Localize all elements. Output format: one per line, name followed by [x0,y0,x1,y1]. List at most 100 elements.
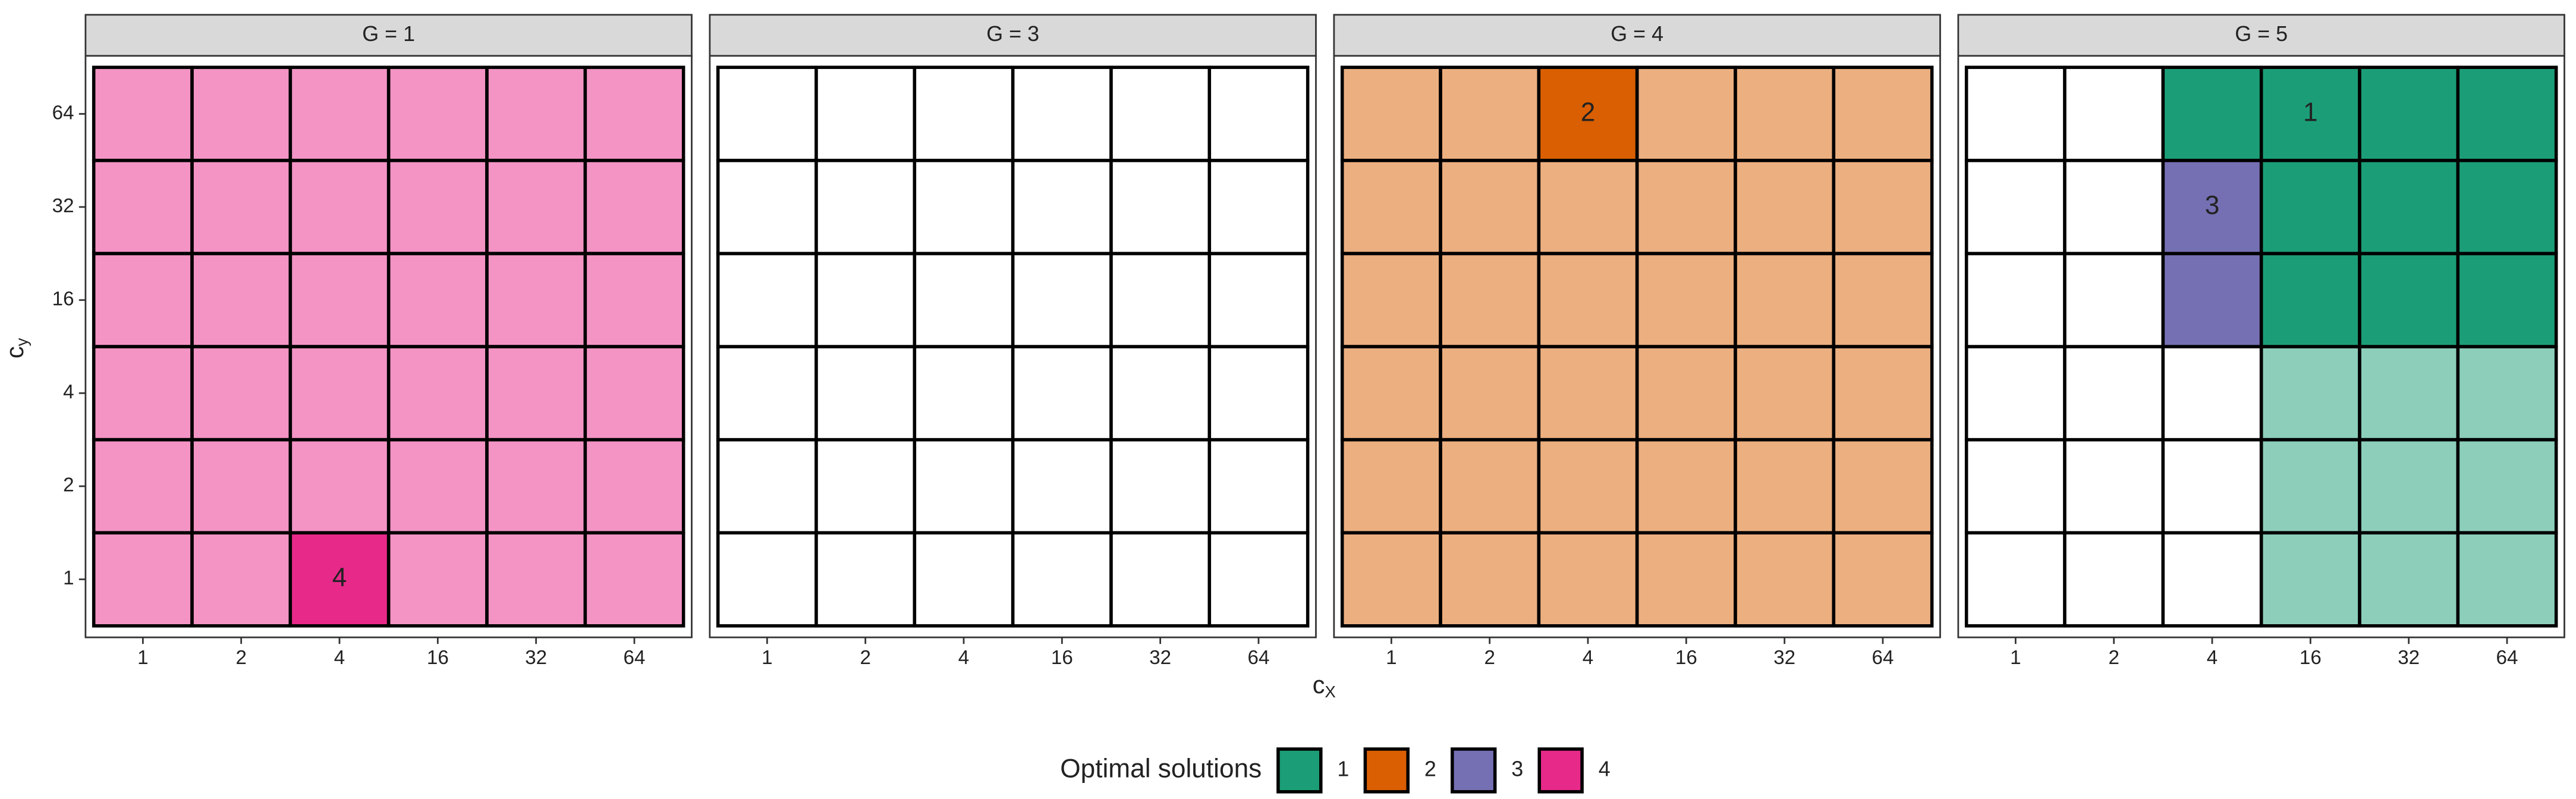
tile [386,531,489,628]
tile [814,65,917,162]
legend-label: 3 [1511,756,1523,781]
tile [1439,438,1541,534]
tile [1109,438,1212,534]
tile [1832,159,1934,256]
tile [814,345,917,442]
tile [814,159,917,256]
tile [2259,345,2361,442]
strip-title: G = 4 [1611,21,1663,46]
tile-label: 2 [1581,97,1596,127]
tile [1734,438,1836,534]
tile [1011,159,1113,256]
tile [1439,251,1541,348]
x-tick-label: 2 [860,647,870,669]
tile [2161,531,2263,628]
tile [485,159,587,256]
tile [716,251,818,348]
tile [1340,531,1442,628]
tile [1964,251,2067,348]
tile [2161,251,2263,348]
y-label-base: c [1,346,29,358]
tile [716,345,818,442]
y-tick-label: 1 [63,567,74,589]
tile [2259,531,2361,628]
x-label-sub: X [1325,682,1335,701]
tile [386,159,489,256]
tile [288,65,391,162]
tile [583,159,685,256]
tile [1011,251,1113,348]
strip-title: G = 3 [986,21,1039,46]
y-tick-label: 64 [52,102,74,124]
tile [1340,251,1442,348]
tile [1635,531,1737,628]
tile [190,159,292,256]
tile [1964,65,2067,162]
tile [1832,438,1934,534]
tile [2456,65,2558,162]
x-tick-label: 1 [1386,647,1396,669]
tile [288,159,391,256]
x-tick-label: 64 [1248,647,1270,669]
tile [386,438,489,534]
tile [485,251,587,348]
legend-key [1276,747,1323,794]
x-tick-label: 2 [2108,647,2119,669]
tile [2161,345,2263,442]
tile [583,251,685,348]
legend-key [1363,747,1410,794]
tile [1340,438,1442,534]
x-tick-label: 16 [1051,647,1073,669]
tile [1635,251,1737,348]
tile [1635,159,1737,256]
tile [2259,438,2361,534]
tile [1207,531,1310,628]
x-tick-label: 2 [235,647,246,669]
strip [709,14,1317,57]
tile [1635,438,1737,534]
tile [814,438,917,534]
tile [583,531,685,628]
tile [2063,159,2165,256]
x-tick-label: 16 [1675,647,1697,669]
tile [92,251,194,348]
tile-label: 4 [332,563,347,592]
x-tick-label: 32 [1149,647,1171,669]
x-tick-label: 16 [427,647,449,669]
tile [288,345,391,442]
tile [190,345,292,442]
y-tick-label: 2 [63,474,74,496]
x-tick-label: 2 [1484,647,1495,669]
x-tick-label: 32 [2398,647,2420,669]
tile [386,65,489,162]
tile [2063,438,2165,534]
tile [1207,65,1310,162]
tile [2456,345,2558,442]
tile [1011,65,1113,162]
tile-label: 3 [2205,191,2220,220]
x-tick-label: 32 [1773,647,1795,669]
tile [1832,65,1934,162]
tile [1207,251,1310,348]
tile [1832,531,1934,628]
tile [1011,438,1113,534]
tile [1635,65,1737,162]
tile-label: 1 [2303,97,2318,127]
tile [2358,345,2460,442]
tile [2456,531,2558,628]
tile [485,531,587,628]
tile [92,345,194,442]
tile [2358,251,2460,348]
legend-key [1537,747,1584,794]
tile [1537,65,1639,162]
tile [1207,159,1310,256]
tile [2063,345,2165,442]
x-tick-label: 1 [2010,647,2021,669]
legend-key [1451,747,1497,794]
tile [1011,345,1113,442]
tile [1537,531,1639,628]
tile [1439,345,1541,442]
strip [1333,14,1941,57]
